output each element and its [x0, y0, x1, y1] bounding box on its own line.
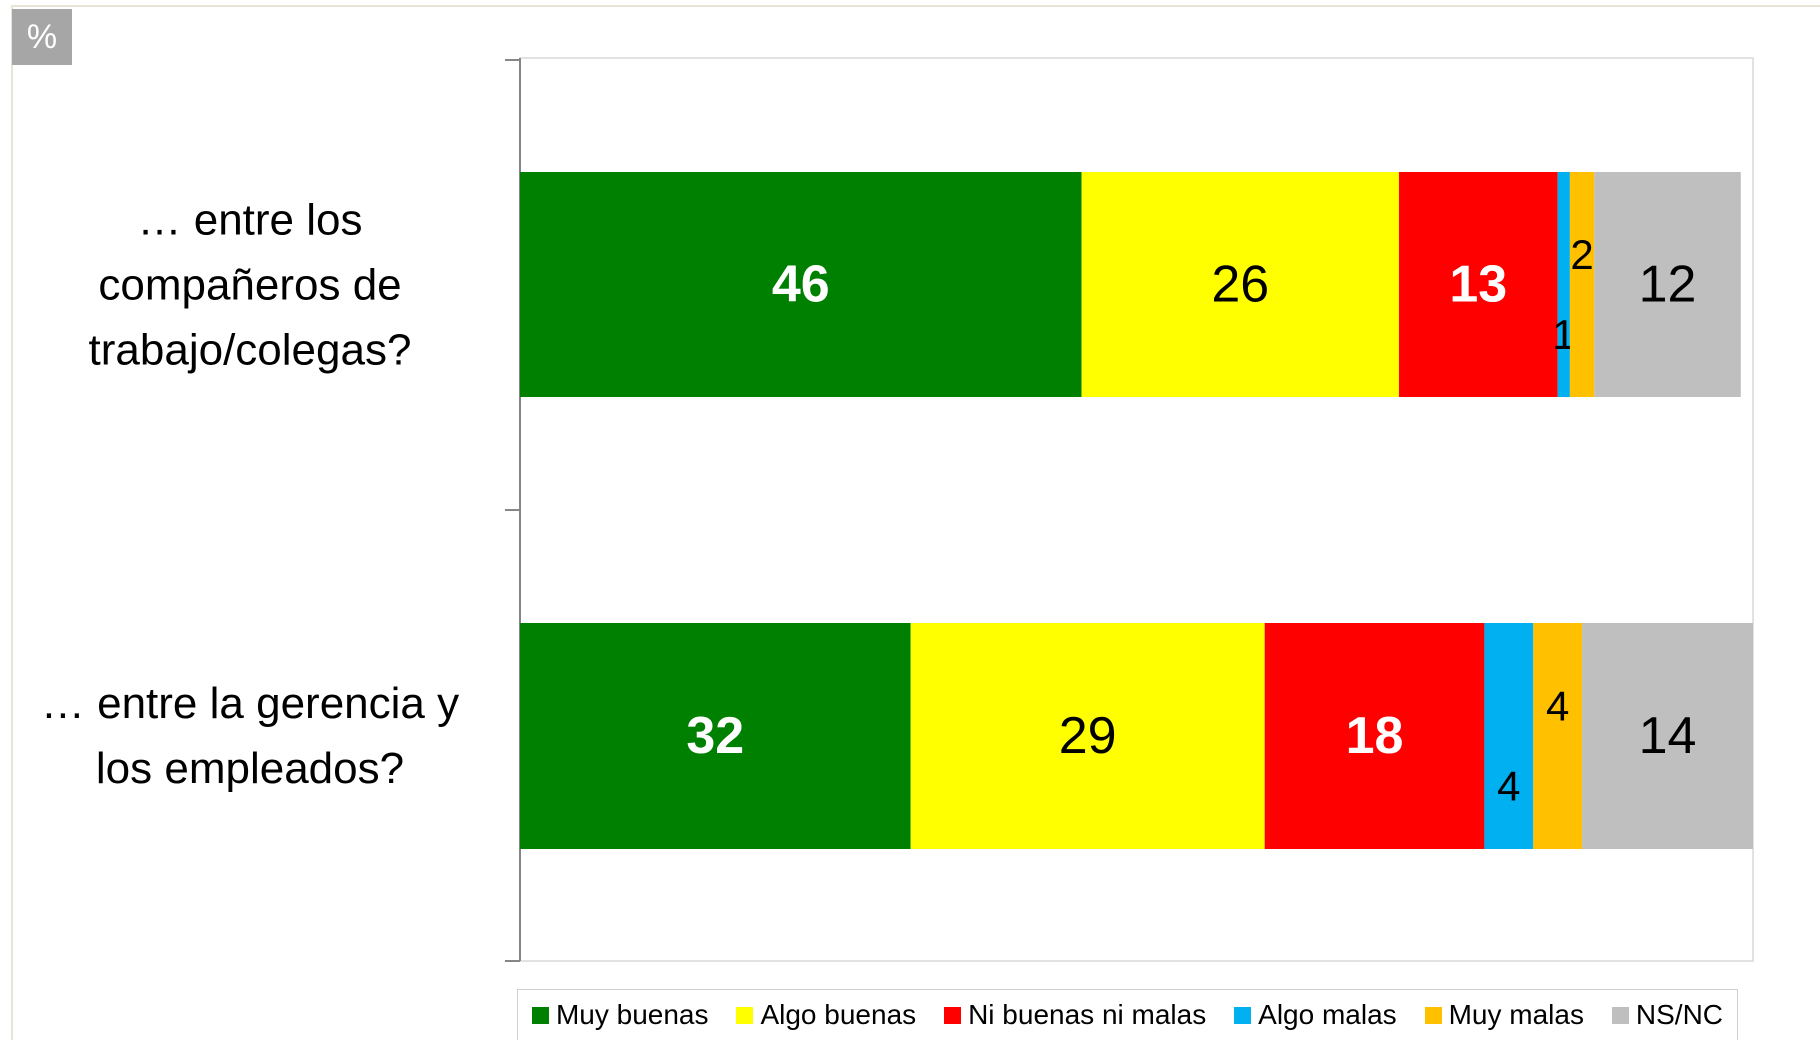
data-label: 18: [1346, 707, 1404, 765]
category-label: … entre la gerencia y los empleados?: [40, 679, 460, 793]
legend-item: Muy buenas: [531, 999, 709, 1031]
data-label: 13: [1449, 256, 1507, 314]
legend-label: Muy buenas: [555, 999, 709, 1030]
data-label: 14: [1639, 707, 1697, 765]
bar-segment: [1264, 623, 1485, 849]
bar-segment: [1533, 623, 1583, 849]
data-label: 2: [1570, 231, 1593, 278]
data-label: 26: [1211, 256, 1269, 314]
legend-swatch: [1611, 1006, 1629, 1024]
legend-label: NS/NC: [1635, 999, 1724, 1030]
data-label: 4: [1546, 683, 1569, 730]
legend-label: Ni buenas ni malas: [968, 999, 1207, 1030]
bar-segment: [1557, 172, 1570, 397]
data-label: 32: [686, 707, 744, 765]
legend-label: Muy malas: [1448, 999, 1584, 1030]
legend-swatch: [944, 1006, 962, 1024]
legend-item: Ni buenas ni malas: [944, 999, 1206, 1031]
bar-segment: [1582, 623, 1753, 849]
panel-frame: [11, 5, 1820, 1040]
bar-segment: [520, 623, 911, 849]
bar-segment: [1081, 172, 1399, 397]
bar-segment: [1569, 172, 1595, 397]
data-label: 29: [1059, 707, 1117, 765]
legend-item: Algo buenas: [736, 999, 916, 1031]
legend-swatch: [736, 1006, 754, 1024]
data-label: 4: [1497, 763, 1520, 810]
legend-item: Muy malas: [1424, 999, 1584, 1031]
legend: Muy buenas Algo buenas Ni buenas ni malas A…: [517, 989, 1738, 1040]
unit-badge: %: [12, 9, 72, 65]
legend-item: Algo malas: [1234, 999, 1397, 1031]
bar-segment: [520, 172, 1082, 397]
data-label: 46: [772, 256, 830, 314]
legend-swatch: [531, 1006, 549, 1024]
legend-swatch: [1234, 1006, 1252, 1024]
legend-label: Algo buenas: [760, 999, 917, 1030]
legend-label: Algo malas: [1258, 999, 1397, 1030]
category-label: … entre los compañeros de trabajo/colega…: [88, 195, 412, 374]
bar-segment: [1484, 623, 1534, 849]
data-label: 12: [1639, 256, 1697, 314]
bar-segment: [910, 623, 1265, 849]
bar-segment: [1398, 172, 1558, 397]
bar-segment: [1594, 172, 1741, 397]
data-label: 1: [1552, 311, 1575, 358]
legend-swatch: [1424, 1006, 1442, 1024]
legend-item: NS/NC: [1611, 999, 1724, 1031]
